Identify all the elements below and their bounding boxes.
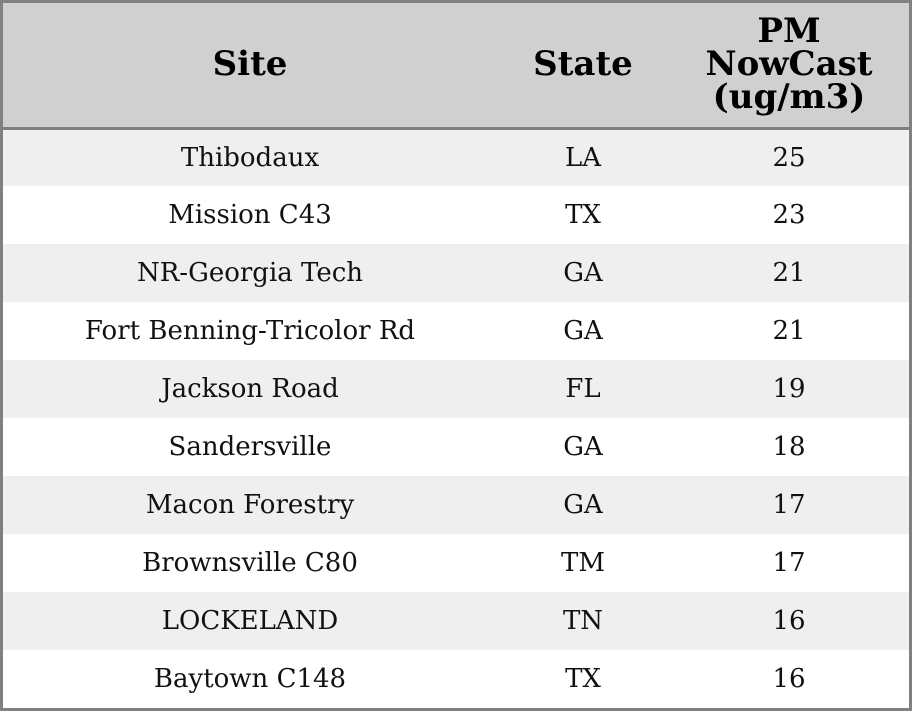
site-cell: Jackson Road (161, 374, 339, 404)
state-cell: GA (563, 432, 603, 462)
table-row: Brownsville C80 TM 17 (3, 534, 909, 592)
column-header-state: State (497, 3, 669, 130)
table-row: Jackson Road FL 19 (3, 360, 909, 418)
site-cell: LOCKELAND (161, 606, 339, 636)
table-body: Thibodaux LA 25 Mission C43 TX 23 NR-Georgia T… (3, 128, 909, 708)
site-cell: Macon Forestry (145, 490, 355, 520)
pm-value-cell: 17 (772, 490, 806, 520)
site-cell: Baytown C148 (153, 664, 347, 694)
column-header-pm-nowcast: PM NowCast (ug/m3) (669, 3, 909, 130)
table-row: NR-Georgia Tech GA 21 (3, 244, 909, 302)
site-cell: Fort Benning-Tricolor Rd (84, 316, 416, 346)
column-header-pm-line-1: PM (757, 11, 821, 52)
table-row: Sandersville GA 18 (3, 418, 909, 476)
pm-value-cell: 16 (772, 664, 806, 694)
pm-value-cell: 19 (772, 374, 806, 404)
site-cell: Thibodaux (180, 142, 320, 173)
site-cell: Mission C43 (168, 200, 332, 230)
state-cell: GA (563, 490, 603, 520)
column-header-site: Site (3, 3, 497, 130)
column-header-site-line-1: Site (212, 44, 288, 85)
table-row: Macon Forestry GA 17 (3, 476, 909, 534)
state-cell: GA (563, 316, 603, 346)
table-header: Site State PM NowCast (ug/m3) (3, 3, 909, 130)
site-cell: Sandersville (168, 432, 332, 462)
table-row: LOCKELAND TN 16 (3, 592, 909, 650)
column-header-pm-line-2: NowCast (705, 44, 873, 85)
state-cell: FL (565, 374, 601, 404)
pm-value-cell: 18 (772, 432, 806, 462)
table-row: Fort Benning-Tricolor Rd GA 21 (3, 302, 909, 360)
pm-value-cell: 21 (772, 258, 806, 288)
pm-nowcast-table: Site State PM NowCast (ug/m3) Thibodaux L… (3, 3, 909, 708)
state-cell: TN (562, 606, 604, 636)
pm-value-cell: 17 (772, 548, 806, 578)
column-header-state-line-1: State (533, 44, 633, 85)
pm-value-cell: 21 (772, 316, 806, 346)
header-row: Site State PM NowCast (ug/m3) (3, 3, 909, 130)
state-cell: TX (565, 664, 601, 694)
state-cell: LA (564, 142, 602, 173)
table-row: Mission C43 TX 23 (3, 186, 909, 244)
pm-value-cell: 23 (772, 200, 806, 230)
state-cell: GA (563, 258, 603, 288)
state-cell: TX (565, 200, 601, 230)
table-row: Thibodaux LA 25 (3, 128, 909, 186)
site-cell: Brownsville C80 (142, 548, 358, 578)
state-cell: TM (561, 548, 605, 578)
site-cell: NR-Georgia Tech (136, 258, 364, 288)
pm-value-cell: 16 (772, 606, 806, 636)
column-header-pm-line-3: (ug/m3) (712, 77, 866, 118)
table-row: Baytown C148 TX 16 (3, 650, 909, 708)
pm-value-cell: 25 (772, 142, 806, 173)
